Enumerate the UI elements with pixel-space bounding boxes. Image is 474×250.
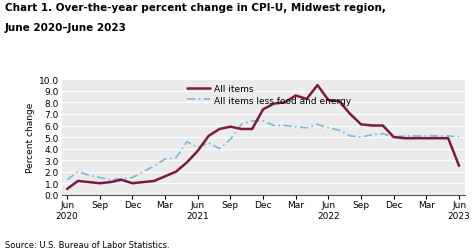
All items [86,181,91,184]
All items [391,136,397,139]
All items [424,137,429,140]
All items [271,103,277,106]
All items [140,181,146,184]
All items [304,98,310,101]
All items [402,137,408,140]
All items less food and energy [206,142,211,145]
All items less food and energy [118,178,124,180]
All items less food and energy [238,123,244,126]
Text: Chart 1. Over-the-year percent change in CPI-U, Midwest region,: Chart 1. Over-the-year percent change in… [5,2,386,12]
All items less food and energy [260,120,266,123]
All items [162,175,168,178]
Y-axis label: Percent change: Percent change [26,102,35,172]
All items less food and energy [86,174,91,177]
All items less food and energy [249,120,255,123]
All items less food and energy [456,136,462,139]
All items [380,124,386,128]
All items [315,84,320,87]
All items less food and energy [402,135,408,138]
All items less food and energy [337,129,342,132]
All items less food and energy [391,136,397,139]
All items [64,188,70,191]
All items less food and energy [140,170,146,173]
All items less food and energy [369,134,375,137]
All items less food and energy [347,135,353,138]
All items less food and energy [380,132,386,136]
All items less food and energy [108,178,113,182]
All items less food and energy [184,140,190,143]
All items [358,123,364,126]
All items [151,180,157,183]
All items [173,170,179,173]
All items [249,128,255,131]
All items less food and energy [151,165,157,168]
Line: All items less food and energy: All items less food and energy [67,122,459,180]
All items [446,137,451,140]
All items less food and energy [228,138,233,141]
All items [337,100,342,103]
All items less food and energy [217,148,222,150]
All items [206,135,211,138]
All items less food and energy [293,126,299,129]
All items [195,150,201,153]
All items less food and energy [162,158,168,161]
All items [238,128,244,131]
All items [282,102,288,104]
All items less food and energy [282,124,288,128]
All items less food and energy [326,127,331,130]
Line: All items: All items [67,86,459,189]
All items [435,137,440,140]
All items less food and energy [173,157,179,160]
All items less food and energy [195,146,201,149]
All items less food and energy [446,135,451,138]
All items less food and energy [315,123,320,126]
All items [260,108,266,112]
All items [413,137,419,140]
All items less food and energy [413,135,419,138]
All items [75,180,81,183]
All items [97,182,102,185]
Text: Source: U.S. Bureau of Labor Statistics.: Source: U.S. Bureau of Labor Statistics. [5,240,169,249]
All items less food and energy [97,176,102,179]
All items [118,178,124,182]
All items [228,126,233,129]
All items [293,94,299,98]
All items less food and energy [304,127,310,130]
All items [108,181,113,184]
All items [369,124,375,128]
All items [184,161,190,164]
All items [129,182,135,185]
All items less food and energy [271,124,277,128]
All items [347,113,353,116]
Text: June 2020–June 2023: June 2020–June 2023 [5,22,127,32]
All items less food and energy [424,135,429,138]
All items [217,128,222,131]
All items less food and energy [435,135,440,138]
All items less food and energy [75,170,81,173]
All items less food and energy [358,136,364,139]
All items less food and energy [129,176,135,179]
Legend: All items, All items less food and energy: All items, All items less food and energ… [187,84,351,105]
All items [326,99,331,102]
All items less food and energy [64,178,70,182]
All items [456,165,462,168]
